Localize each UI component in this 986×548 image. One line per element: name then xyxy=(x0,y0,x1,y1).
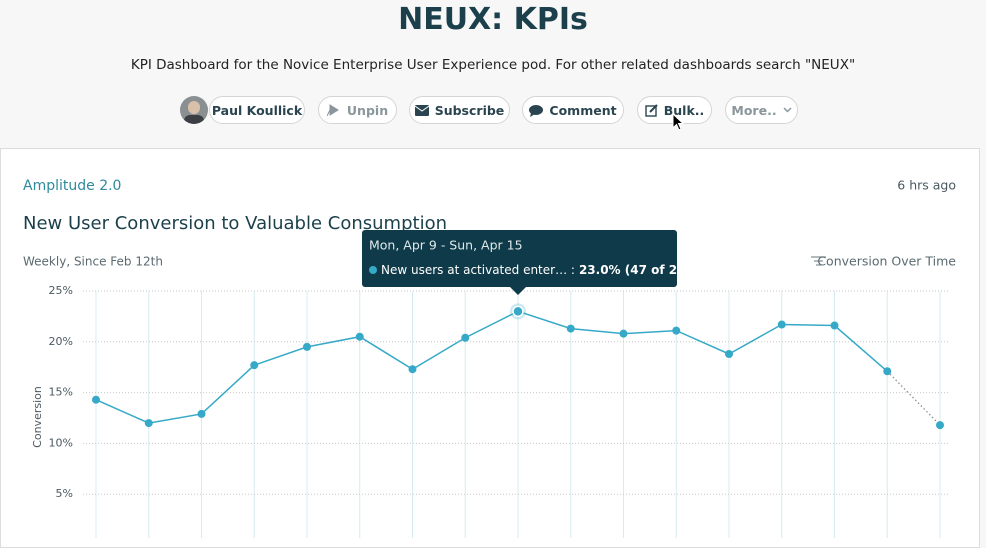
chart-view[interactable]: Conversion Over Time xyxy=(817,254,956,269)
avatar[interactable] xyxy=(180,96,208,124)
pin-icon xyxy=(326,104,339,117)
point xyxy=(883,367,892,376)
point xyxy=(672,326,681,335)
point xyxy=(197,409,206,418)
y-axis-label: Conversion xyxy=(31,386,44,448)
tooltip-value: 23.0% (47 of 204) xyxy=(579,263,699,277)
point xyxy=(408,365,417,374)
point xyxy=(725,349,733,358)
button-label: Subscribe xyxy=(434,102,505,118)
chart-card xyxy=(0,148,980,548)
card-source[interactable]: Amplitude 2.0 xyxy=(23,178,121,194)
line xyxy=(95,310,888,424)
incomplete-line xyxy=(886,370,941,426)
button-label: Unpin xyxy=(346,102,389,118)
point xyxy=(830,321,839,330)
button-label: More.. xyxy=(731,102,777,118)
tooltip-title: Mon, Apr 9 - Sun, Apr 15 xyxy=(369,238,523,253)
button-label: Comment xyxy=(549,102,617,118)
y-tick-label: 20% xyxy=(49,335,73,348)
unpin-button[interactable]: Unpin xyxy=(318,96,397,124)
tooltip-line: New users at activated enter… : 23.0% (47… xyxy=(381,263,699,277)
comment-icon xyxy=(529,104,544,117)
chevron xyxy=(783,107,792,113)
tooltip-box xyxy=(362,230,677,287)
page-description: KPI Dashboard for the Novice Enterprise … xyxy=(130,57,856,73)
page-title: NEUX: KPIs xyxy=(398,2,588,37)
y-tick-label: 10% xyxy=(49,436,73,449)
point xyxy=(92,395,100,404)
point xyxy=(777,320,786,329)
chart-title: New User Conversion to Valuable Consumpt… xyxy=(23,213,447,234)
card-updated: 6 hrs ago xyxy=(897,178,956,193)
point xyxy=(303,342,311,351)
user-button[interactable]: Paul Koullick xyxy=(209,96,305,124)
hover-point xyxy=(512,305,524,318)
point xyxy=(566,324,575,333)
mail-icon xyxy=(414,104,429,116)
filter-icon xyxy=(811,256,826,266)
chart: Amplitude 2.0 6 hrs ago New User Convers… xyxy=(23,178,956,538)
point xyxy=(355,332,364,341)
cursor xyxy=(672,113,685,131)
tooltip-arrow xyxy=(510,287,526,295)
point xyxy=(461,333,470,342)
y-tick-label: 15% xyxy=(49,386,73,399)
subscribe-button[interactable]: Subscribe xyxy=(409,96,510,124)
y-tick-label: 5% xyxy=(56,487,73,500)
tooltip-swatch xyxy=(369,266,377,274)
more-button[interactable]: More.. xyxy=(725,96,798,124)
tooltip: Mon, Apr 9 - Sun, Apr 15 New users at act… xyxy=(362,230,699,295)
point xyxy=(619,329,628,338)
chart-subtitle: Weekly, Since Feb 12th xyxy=(23,255,163,269)
point xyxy=(250,361,259,370)
user-name: Paul Koullick xyxy=(211,102,303,118)
button-label: Bulk.. xyxy=(663,102,705,118)
comment-button[interactable]: Comment xyxy=(522,96,624,124)
edit-icon xyxy=(645,103,658,117)
y-tick-label: 25% xyxy=(49,284,73,297)
point xyxy=(144,419,153,428)
tooltip-series: New users at activated enter… : xyxy=(381,263,575,277)
point xyxy=(936,421,944,430)
